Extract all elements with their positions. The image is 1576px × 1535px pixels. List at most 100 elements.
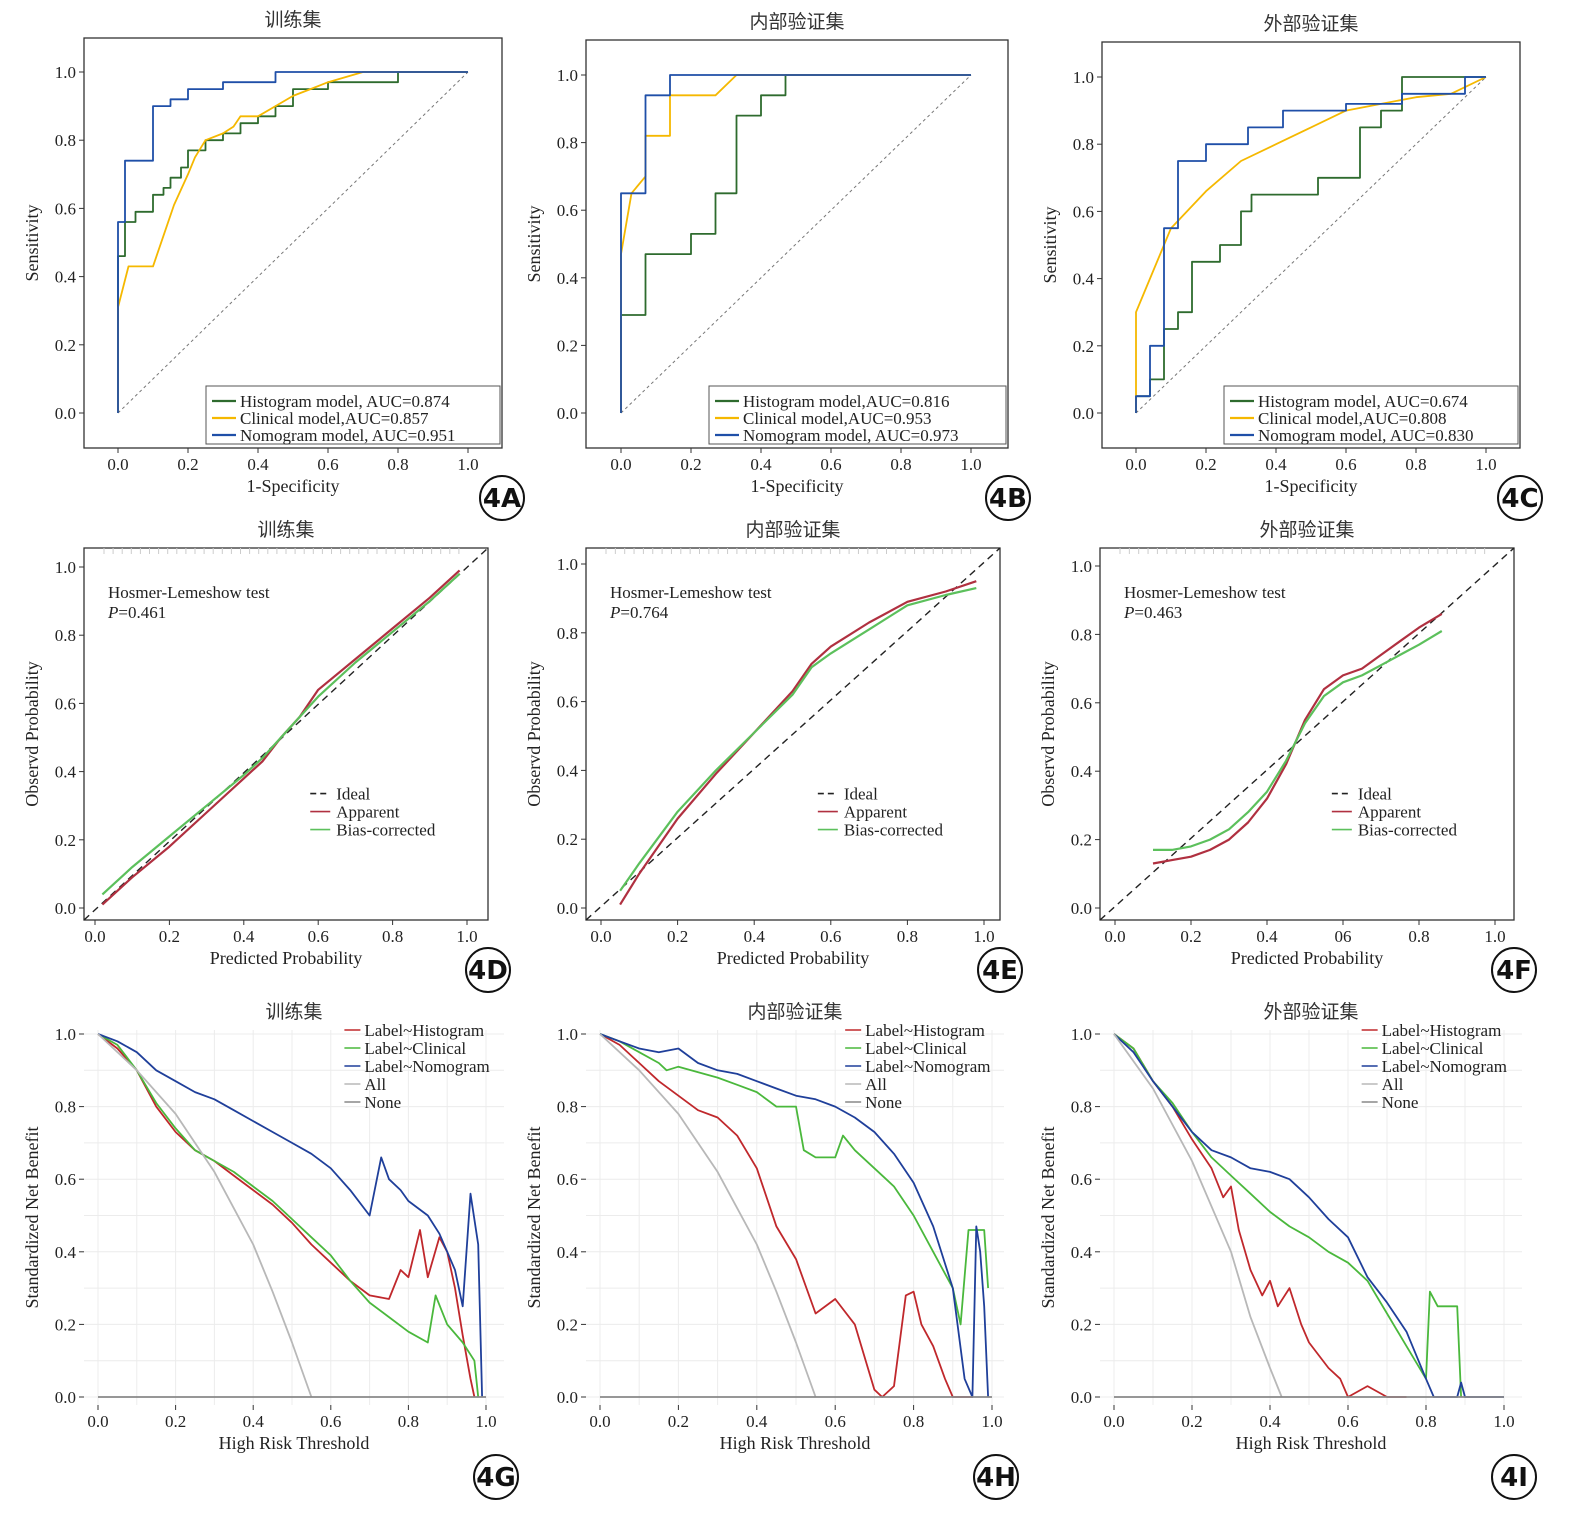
y-tick-label: 0.2 xyxy=(1071,831,1092,850)
y-tick-label: 0.0 xyxy=(1071,899,1092,918)
y-tick-label: 0.8 xyxy=(55,131,76,150)
y-tick-label: 0.4 xyxy=(55,763,77,782)
x-axis-label: High Risk Threshold xyxy=(219,1433,370,1453)
x-tick-label: 0.8 xyxy=(382,927,403,946)
x-tick-label: 1.0 xyxy=(456,927,477,946)
x-tick-label: 0.4 xyxy=(247,455,269,474)
legend-label: Bias-corrected xyxy=(336,821,436,840)
x-tick-label: 0.0 xyxy=(1125,455,1146,474)
series-line-nomogram-model xyxy=(117,71,468,413)
legend-label: Bias-corrected xyxy=(844,821,944,840)
legend-label: Ideal xyxy=(844,785,878,804)
x-tick-label: 0.6 xyxy=(320,1412,341,1431)
x-tick-label: 0.8 xyxy=(1405,455,1426,474)
legend-label: Label~Clinical xyxy=(364,1039,466,1058)
x-tick-label: 0.8 xyxy=(897,927,918,946)
legend-label: Clinical model,AUC=0.857 xyxy=(240,409,429,428)
y-tick-label: 0.6 xyxy=(55,199,76,218)
legend-label: Histogram model, AUC=0.874 xyxy=(240,392,450,411)
panel-tag: 4C xyxy=(1501,484,1538,514)
x-tick-label: 0.0 xyxy=(1104,927,1125,946)
x-tick-label: 0.0 xyxy=(107,455,128,474)
y-tick-label: 0.6 xyxy=(1071,1170,1092,1189)
legend-label: Clinical model,AUC=0.953 xyxy=(743,409,932,428)
panel-tag: 4A xyxy=(483,484,521,514)
x-tick-label: 0.8 xyxy=(903,1412,924,1431)
panel-title: 训练集 xyxy=(257,519,314,541)
p-number: =0.463 xyxy=(1134,603,1182,622)
p-label: P xyxy=(609,603,620,622)
x-tick-label: 0.4 xyxy=(746,1412,768,1431)
y-tick-label: 1.0 xyxy=(55,1025,76,1044)
series-line-nomogram-model xyxy=(620,74,971,413)
y-axis-label: Observd Probability xyxy=(1038,661,1058,807)
p-label: P xyxy=(1123,603,1134,622)
y-axis-label: Standardized Net Benefit xyxy=(1038,1127,1058,1309)
reference-diagonal xyxy=(1135,76,1487,414)
plot-frame xyxy=(83,37,503,449)
y-tick-label: 0.4 xyxy=(55,1243,77,1262)
y-tick-label: 0.0 xyxy=(1071,1388,1092,1407)
panel-4I: 外部验证集 0.0 0.2 0.4 0.6 0.8 1.0 0.0 0.2 0.4 0.6 0.8 1.… xyxy=(1038,1001,1537,1500)
y-tick-label: 0.4 xyxy=(1073,270,1095,289)
y-tick-label: 0.6 xyxy=(55,1170,76,1189)
x-tick-label: 0.6 xyxy=(820,927,841,946)
y-tick-label: 1.0 xyxy=(1071,557,1092,576)
y-tick-label: 0.4 xyxy=(557,269,579,288)
x-axis-label: Predicted Probability xyxy=(1231,948,1383,968)
x-tick-label: 0.0 xyxy=(589,1412,610,1431)
x-tick-label: 1.0 xyxy=(457,455,478,474)
y-axis-label: Standardized Net Benefit xyxy=(22,1127,42,1309)
y-tick-label: 0.4 xyxy=(1071,762,1093,781)
legend-label: Histogram model,AUC=0.816 xyxy=(743,392,950,411)
x-axis-label: High Risk Threshold xyxy=(1236,1433,1387,1453)
legend-label: Apparent xyxy=(336,803,400,822)
x-tick-label: 0.2 xyxy=(680,455,701,474)
series-line-clinical-model xyxy=(117,71,468,413)
y-tick-label: 0.4 xyxy=(1071,1243,1093,1262)
panel-tag-circle xyxy=(479,475,525,521)
series-line-label-clinical xyxy=(97,1033,480,1398)
x-tick-label: 0.6 xyxy=(820,455,841,474)
x-tick-label: 1.0 xyxy=(1493,1412,1514,1431)
legend-label: None xyxy=(364,1093,401,1112)
panel-title: 外部验证集 xyxy=(1263,13,1358,35)
legend-label: Nomogram model, AUC=0.951 xyxy=(240,426,455,445)
y-tick-label: 0.0 xyxy=(557,404,578,423)
legend-label: Label~Nomogram xyxy=(364,1057,489,1076)
y-axis-label: Observd Probability xyxy=(524,661,544,807)
y-tick-label: 1.0 xyxy=(1073,68,1094,87)
y-tick-label: 1.0 xyxy=(55,558,76,577)
y-tick-label: 1.0 xyxy=(557,1025,578,1044)
panel-tag: 4F xyxy=(1496,956,1532,986)
x-tick-label: 0.2 xyxy=(668,1412,689,1431)
x-tick-label: 0.4 xyxy=(243,1412,265,1431)
y-tick-label: 0.6 xyxy=(1071,694,1092,713)
test-name: Hosmer-Lemeshow test xyxy=(610,583,772,602)
panel-tag: 4H xyxy=(976,1463,1016,1493)
x-tick-label: 0.6 xyxy=(825,1412,846,1431)
series-line-all xyxy=(599,1033,817,1398)
legend-label: Nomogram model, AUC=0.830 xyxy=(1258,426,1473,445)
series-line-all xyxy=(97,1033,313,1398)
x-tick-label: 0.6 xyxy=(1335,455,1356,474)
y-tick-label: 0.0 xyxy=(55,404,76,423)
legend-label: Ideal xyxy=(1358,785,1392,804)
y-tick-label: 0.2 xyxy=(557,1315,578,1334)
panel-tag-circle xyxy=(973,1454,1019,1500)
x-tick-label: 0.8 xyxy=(1408,927,1429,946)
p-number: =0.461 xyxy=(118,603,166,622)
plot-frame xyxy=(585,39,1009,449)
y-tick-label: 0.2 xyxy=(55,831,76,850)
legend-label: Label~Clinical xyxy=(865,1039,967,1058)
x-tick-label: 0.4 xyxy=(1259,1412,1281,1431)
legend-label: None xyxy=(865,1093,902,1112)
test-name: Hosmer-Lemeshow test xyxy=(1124,583,1286,602)
legend-label: Label~Nomogram xyxy=(1382,1057,1507,1076)
y-tick-label: 0.6 xyxy=(1073,202,1094,221)
panel-tag-circle xyxy=(465,947,511,993)
x-tick-label: 0.6 xyxy=(308,927,329,946)
x-tick-label: 0.4 xyxy=(750,455,772,474)
y-tick-label: 0.0 xyxy=(55,899,76,918)
legend-box xyxy=(205,385,501,445)
